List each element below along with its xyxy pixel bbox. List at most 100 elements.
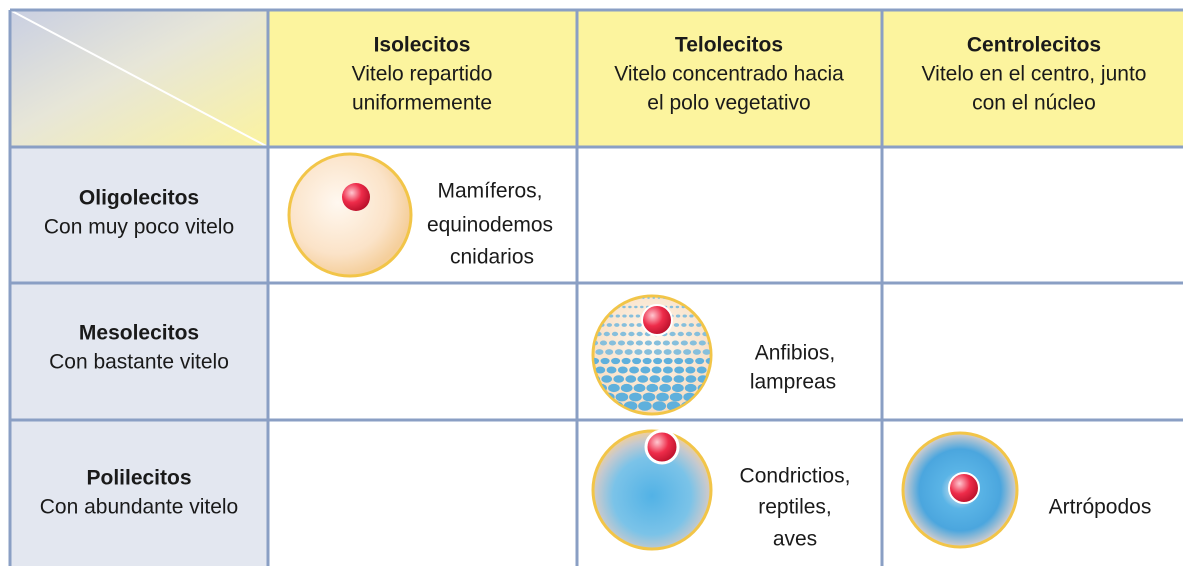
yolk-speckle <box>608 314 614 318</box>
yolk-speckle <box>617 366 628 374</box>
yolk-speckle <box>662 366 673 374</box>
column-subtitle: el polo vegetativo <box>647 92 810 115</box>
yolk-speckle <box>594 392 602 402</box>
row-title: Polilecitos <box>86 467 191 490</box>
yolk-speckle <box>704 297 707 299</box>
yolk-speckle <box>636 331 643 337</box>
cell-label: Artrópodos <box>1049 496 1152 519</box>
yolk-speckle <box>626 297 630 299</box>
yolk-speckle <box>605 349 614 355</box>
yolk-speckle <box>635 340 644 346</box>
yolk-speckle <box>594 357 600 365</box>
yolk-speckle <box>652 401 667 411</box>
yolk-speckle <box>622 305 626 309</box>
yolk-speckle <box>693 305 697 309</box>
yolk-speckle <box>628 314 634 318</box>
row-title: Oligolecitos <box>79 187 199 210</box>
yolk-speckle <box>653 357 663 365</box>
yolk-speckle <box>685 375 697 383</box>
yolk-speckle <box>615 314 621 318</box>
yolk-speckle <box>696 392 710 402</box>
cell-label: Mamíferos, <box>437 180 542 203</box>
yolk-speckle <box>624 349 633 355</box>
yolk-speckle <box>698 297 702 299</box>
yolk-speckle <box>656 392 669 402</box>
yolk-speckle <box>606 366 617 374</box>
yolk-speckle <box>683 349 692 355</box>
yolk-speckle <box>605 297 609 299</box>
yolk-speckle <box>621 297 625 299</box>
yolk-speckle <box>595 349 604 355</box>
yolk-speckle <box>696 366 707 374</box>
yolk-speckle <box>613 375 625 383</box>
yolk-speckle <box>629 323 635 327</box>
yolk-speckle <box>677 331 684 337</box>
yolk-speckle <box>705 357 710 365</box>
cell-label: Anfibios, <box>755 342 836 365</box>
yolk-speckle <box>688 323 695 327</box>
yolk-speckle <box>629 392 642 402</box>
yolk-speckle <box>637 375 649 383</box>
yolk-speckle <box>610 305 614 309</box>
yolk-speckle <box>644 340 652 346</box>
corner-diagonal <box>9 9 269 148</box>
yolk-speckle <box>616 297 619 299</box>
yolk-speckle <box>662 340 670 346</box>
yolk-speckle <box>705 305 709 309</box>
yolk-speckle <box>642 357 652 365</box>
yolk-speckle <box>621 323 627 327</box>
yolk-speckle <box>702 349 710 355</box>
row-subtitle: Con muy poco vitelo <box>44 216 234 239</box>
yolk-speckle <box>611 297 614 299</box>
yolk-speckle <box>614 349 623 355</box>
column-subtitle: Vitelo repartido <box>352 63 493 86</box>
yolk-speckle <box>685 331 693 337</box>
yolk-speckle <box>625 375 637 383</box>
yolk-speckle <box>702 314 708 318</box>
yolk-speckle <box>709 314 710 318</box>
yolk-speckle <box>663 349 672 355</box>
yolk-speckle <box>694 331 701 337</box>
yolk-speckle <box>621 357 631 365</box>
yolk-speckle <box>595 401 609 411</box>
yolk-speckle <box>692 349 701 355</box>
yolk-speckle <box>653 349 662 355</box>
yolk-speckle <box>626 340 635 346</box>
yolk-speckle <box>684 383 697 393</box>
yolk-speckle <box>695 401 710 411</box>
yolk-speckle <box>604 305 608 309</box>
yolk-speckle <box>652 297 656 299</box>
yolk-speckle <box>647 297 650 299</box>
yolk-speckle <box>663 357 673 365</box>
yolk-speckle <box>651 366 662 374</box>
column-title: Centrolecitos <box>967 34 1101 57</box>
egg-centrolecito <box>901 431 1019 549</box>
yolk-speckle <box>636 323 642 327</box>
yolk-speckle <box>634 349 643 355</box>
yolk-speckle <box>622 314 627 318</box>
yolk-speckle <box>633 383 646 393</box>
yolk-speckle <box>628 305 632 309</box>
yolk-speckle <box>671 340 679 346</box>
yolk-speckle <box>615 392 629 402</box>
yolk-speckle <box>638 401 652 411</box>
egg-isolecito <box>287 152 413 278</box>
yolk-speckle <box>617 340 626 346</box>
yolk-speckle <box>611 331 619 337</box>
yolk-speckle <box>674 366 685 374</box>
yolk-speckle <box>594 323 598 327</box>
yolk-speckle <box>672 383 684 393</box>
yolk-speckle <box>640 305 644 309</box>
yolk-speckle <box>594 305 597 309</box>
yolk-speckle <box>635 314 641 318</box>
egg-polilecito <box>591 429 713 551</box>
yolk-speckle <box>595 297 599 299</box>
yolk-speckle <box>595 314 600 318</box>
cell-label: Condrictios, <box>740 465 851 488</box>
yolk-speckle <box>669 305 674 309</box>
yolk-speckle <box>595 366 606 374</box>
yolk-speckle <box>632 357 642 365</box>
egg-mesolecito <box>591 294 713 416</box>
yolk-speckle <box>674 357 684 365</box>
yolk-speckle <box>640 366 651 374</box>
